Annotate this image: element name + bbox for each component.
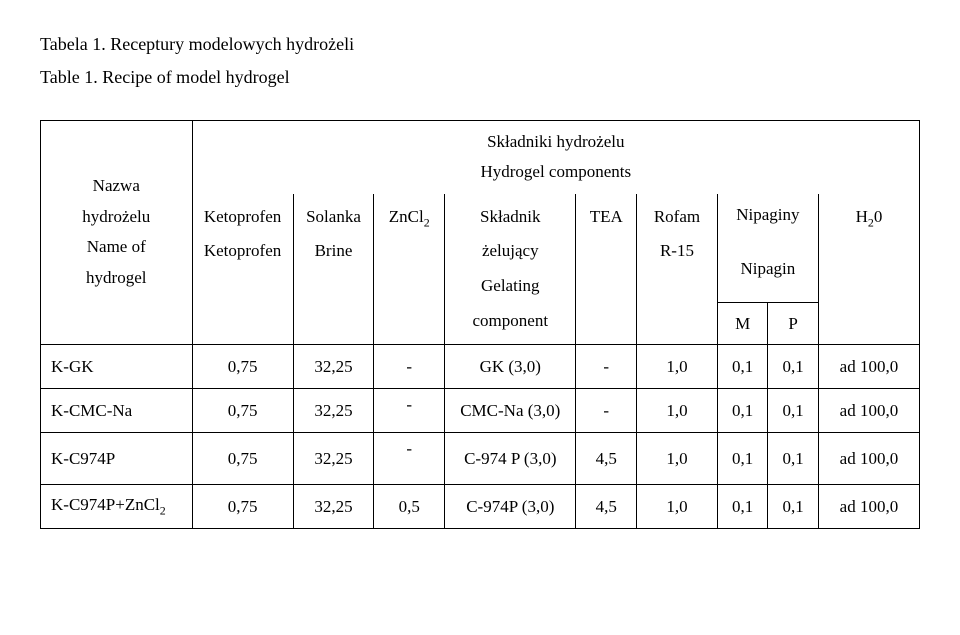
cell-zn: -	[374, 433, 445, 485]
cell-name: K-C974P+ZnCl2	[41, 485, 193, 529]
cell-rof: 1,0	[637, 345, 718, 389]
solanka-pl: Solanka	[306, 202, 361, 233]
col-solanka: Solanka Brine	[293, 194, 374, 345]
cell-sol: 32,25	[293, 433, 374, 485]
table-row: K-CMC-Na 0,75 32,25 - CMC-Na (3,0) - 1,0…	[41, 389, 920, 433]
hdr-hydrozelu: hydrożelu	[49, 202, 184, 233]
hdr-nazwa: Nazwa	[49, 171, 184, 202]
cell-keto: 0,75	[192, 485, 293, 529]
cell-rof: 1,0	[637, 433, 718, 485]
cell-tea: 4,5	[576, 485, 637, 529]
col-nipagin-mid: Nipagin	[717, 248, 818, 303]
cell-sol: 32,25	[293, 389, 374, 433]
nip-mid: Nipagin	[726, 254, 810, 285]
table-caption-pl: Tabela 1. Receptury modelowych hydrożeli	[40, 30, 920, 59]
cell-gel: C-974 P (3,0)	[445, 433, 576, 485]
cell-gel: GK (3,0)	[445, 345, 576, 389]
gel-pl1: Składnik	[480, 202, 540, 233]
col-rofam: Rofam R-15	[637, 194, 718, 345]
cell-tea: -	[576, 389, 637, 433]
col-tea: TEA	[576, 194, 637, 345]
h2o-label: H20	[856, 202, 883, 234]
cell-p: 0,1	[768, 389, 819, 433]
cell-h2o: ad 100,0	[818, 433, 919, 485]
cell-name: K-CMC-Na	[41, 389, 193, 433]
cell-tea: -	[576, 345, 637, 389]
table-caption-en: Table 1. Recipe of model hydrogel	[40, 63, 920, 92]
col-nip-p: P	[768, 303, 819, 345]
cell-zn: -	[374, 345, 445, 389]
rofam-top: Rofam	[654, 202, 700, 233]
cell-rof: 1,0	[637, 485, 718, 529]
cell-m: 0,1	[717, 345, 768, 389]
cell-m: 0,1	[717, 433, 768, 485]
table-row: K-GK 0,75 32,25 - GK (3,0) - 1,0 0,1 0,1…	[41, 345, 920, 389]
cell-name: K-GK	[41, 345, 193, 389]
recipe-table: Nazwa hydrożelu Name of hydrogel Składni…	[40, 120, 920, 530]
cell-h2o: ad 100,0	[818, 345, 919, 389]
col-gelating: Składnik żelujący Gelating component	[445, 194, 576, 345]
cell-p: 0,1	[768, 433, 819, 485]
components-pl: Składniki hydrożelu	[201, 127, 911, 158]
cell-p: 0,1	[768, 345, 819, 389]
col-nipaginy-top: Nipaginy	[717, 194, 818, 248]
cell-rof: 1,0	[637, 389, 718, 433]
table-row: K-C974P 0,75 32,25 - C-974 P (3,0) 4,5 1…	[41, 433, 920, 485]
cell-sol: 32,25	[293, 485, 374, 529]
cell-keto: 0,75	[192, 389, 293, 433]
col-ketoprofen: Ketoprofen Ketoprofen	[192, 194, 293, 345]
solanka-en: Brine	[315, 236, 353, 267]
cell-gel: CMC-Na (3,0)	[445, 389, 576, 433]
cell-gel: C-974P (3,0)	[445, 485, 576, 529]
col-nip-m: M	[717, 303, 768, 345]
keto-en: Ketoprofen	[204, 236, 281, 267]
gel-en1: Gelating	[481, 271, 540, 302]
cell-sol: 32,25	[293, 345, 374, 389]
cell-h2o: ad 100,0	[818, 389, 919, 433]
tea-label: TEA	[590, 202, 623, 233]
cell-p: 0,1	[768, 485, 819, 529]
rofam-bot: R-15	[660, 236, 694, 267]
cell-zn: 0,5	[374, 485, 445, 529]
gel-en2: component	[473, 306, 549, 337]
zncl2-label: ZnCl2	[389, 202, 430, 234]
hdr-hydrogel: hydrogel	[49, 263, 184, 294]
gel-pl2: żelujący	[482, 236, 539, 267]
components-en: Hydrogel components	[201, 157, 911, 188]
cell-name: K-C974P	[41, 433, 193, 485]
col-h2o: H20	[818, 194, 919, 345]
components-supertitle: Składniki hydrożelu Hydrogel components	[192, 120, 919, 194]
cell-keto: 0,75	[192, 433, 293, 485]
nip-top: Nipaginy	[726, 200, 810, 231]
cell-zn: -	[374, 389, 445, 433]
col-zncl2: ZnCl2	[374, 194, 445, 345]
cell-m: 0,1	[717, 485, 768, 529]
cell-m: 0,1	[717, 389, 768, 433]
table-row: K-C974P+ZnCl2 0,75 32,25 0,5 C-974P (3,0…	[41, 485, 920, 529]
keto-pl: Ketoprofen	[204, 202, 281, 233]
row-header-label: Nazwa hydrożelu Name of hydrogel	[41, 120, 193, 345]
cell-tea: 4,5	[576, 433, 637, 485]
cell-h2o: ad 100,0	[818, 485, 919, 529]
cell-keto: 0,75	[192, 345, 293, 389]
hdr-nameof: Name of	[49, 232, 184, 263]
